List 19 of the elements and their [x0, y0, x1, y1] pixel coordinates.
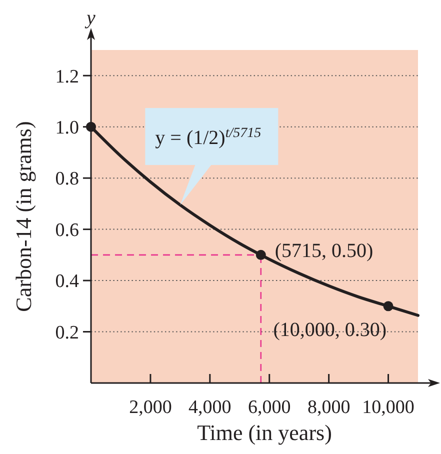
text: y [84, 7, 96, 29]
annotation: (5715, 0.50) [274, 240, 374, 262]
x-tick-label: 2,000 [129, 397, 172, 418]
y-tick-label: 1.0 [55, 117, 79, 138]
point [383, 301, 394, 312]
y-tick-label: 0.6 [55, 220, 79, 241]
x-tick-label: 8,000 [307, 397, 350, 418]
x-tick-label: 4,000 [188, 397, 232, 418]
y-tick-label: 0.4 [55, 271, 80, 292]
x-tick-label: 10,000 [362, 397, 414, 418]
x-axis-title: Time (in years) [197, 420, 332, 445]
point [256, 250, 266, 260]
x-tick-label: 6,000 [248, 397, 291, 418]
annotation: y = (1/2)$^{t/5715}$ [155, 125, 262, 149]
y-axis-title: Carbon-14 (in grams) [11, 121, 36, 312]
y-tick-label: 0.2 [55, 322, 79, 344]
y-tick-label: 1.2 [55, 66, 79, 88]
y-tick-label: 0.8 [55, 168, 79, 190]
annotation: (10,000, 0.30) [273, 319, 387, 342]
